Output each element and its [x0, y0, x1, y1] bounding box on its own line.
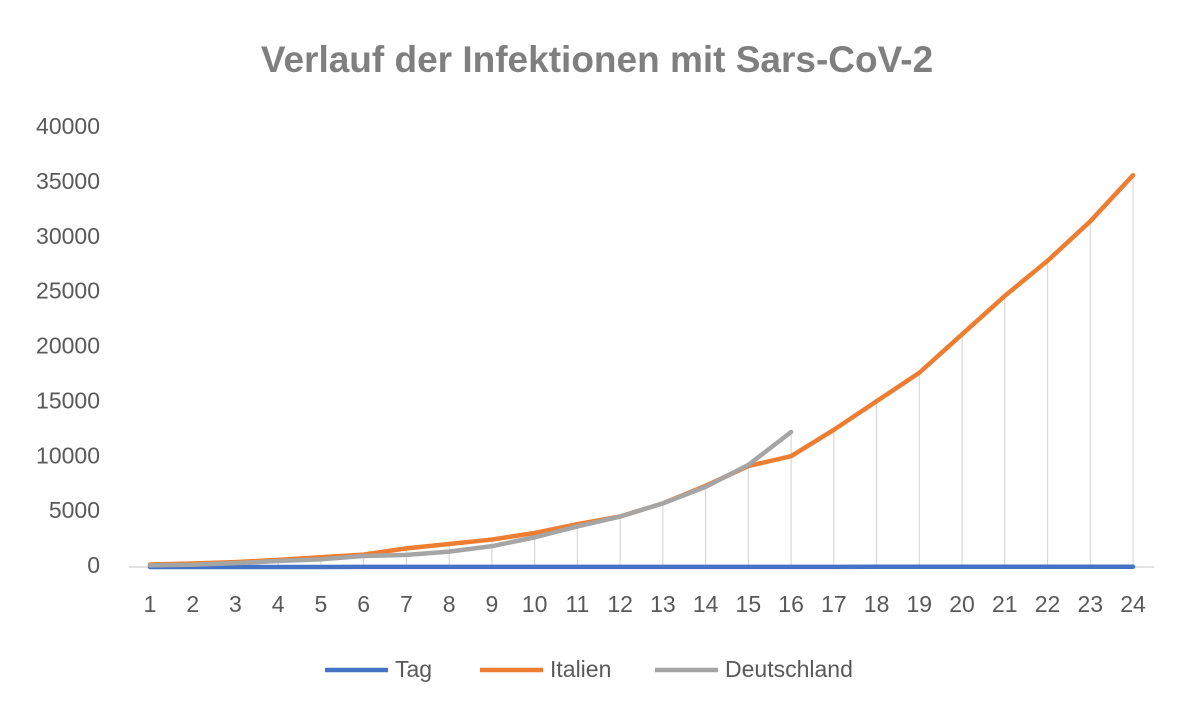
- x-tick-label: 15: [736, 591, 762, 617]
- x-tick-label: 11: [565, 591, 589, 617]
- legend-label: Deutschland: [725, 656, 853, 682]
- x-tick-label: 10: [522, 591, 548, 617]
- x-tick-label: 23: [1077, 591, 1103, 617]
- y-tick-label: 30000: [36, 223, 100, 249]
- x-tick-label: 12: [607, 591, 633, 617]
- x-tick-label: 1: [144, 591, 157, 617]
- x-tick-label: 5: [315, 591, 328, 617]
- y-tick-label: 35000: [36, 168, 100, 194]
- y-tick-label: 40000: [36, 113, 100, 139]
- series-line: [150, 432, 791, 565]
- x-tick-label: 14: [693, 591, 719, 617]
- y-tick-label: 25000: [36, 278, 100, 304]
- x-tick-label: 19: [907, 591, 933, 617]
- y-tick-label: 0: [87, 552, 100, 578]
- x-tick-label: 4: [272, 591, 285, 617]
- x-tick-label: 20: [949, 591, 975, 617]
- series-line: [150, 175, 1133, 564]
- x-tick-label: 16: [778, 591, 804, 617]
- x-tick-label: 24: [1120, 591, 1146, 617]
- x-tick-label: 7: [400, 591, 413, 617]
- x-tick-label: 6: [357, 591, 370, 617]
- y-tick-label: 10000: [36, 442, 100, 468]
- x-tick-label: 18: [864, 591, 890, 617]
- x-tick-label: 8: [443, 591, 456, 617]
- legend-label: Italien: [550, 656, 611, 682]
- y-tick-label: 20000: [36, 333, 100, 359]
- y-tick-label: 5000: [49, 497, 100, 523]
- x-tick-label: 21: [992, 591, 1018, 617]
- x-tick-label: 2: [186, 591, 199, 617]
- x-tick-label: 13: [650, 591, 676, 617]
- x-tick-label: 17: [821, 591, 847, 617]
- x-tick-label: 9: [486, 591, 499, 617]
- x-tick-label: 3: [229, 591, 242, 617]
- x-tick-label: 22: [1035, 591, 1061, 617]
- legend-label: Tag: [395, 656, 432, 682]
- y-tick-label: 15000: [36, 387, 100, 413]
- chart-title: Verlauf der Infektionen mit Sars-CoV-2: [261, 39, 933, 80]
